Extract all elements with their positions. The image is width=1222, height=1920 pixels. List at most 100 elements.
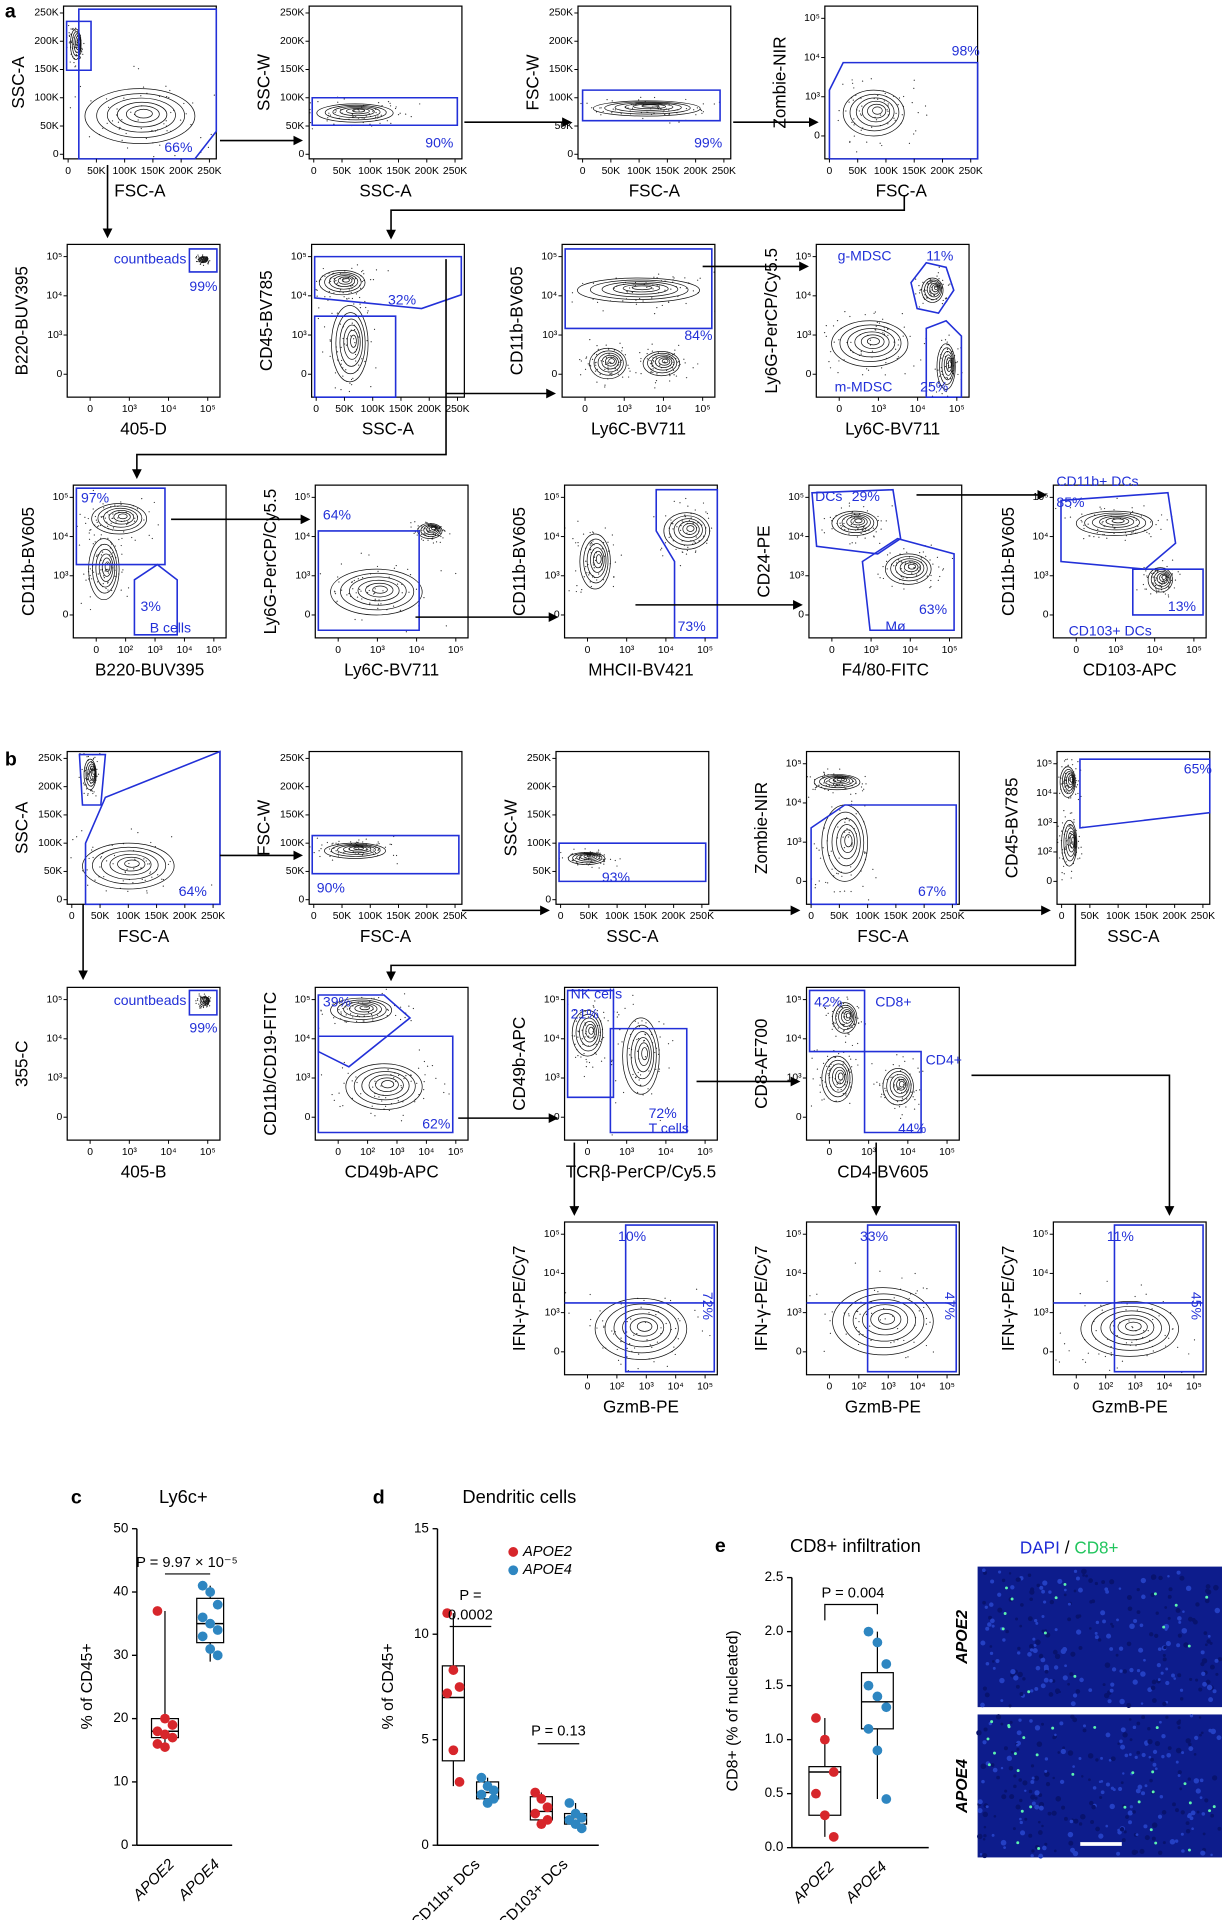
nucleus bbox=[1108, 1758, 1112, 1762]
event-dot bbox=[926, 297, 928, 299]
event-dot bbox=[1110, 1345, 1112, 1348]
contour bbox=[586, 543, 607, 578]
event-dot bbox=[685, 107, 688, 110]
plot-frame bbox=[66, 750, 221, 905]
event-dot bbox=[634, 1020, 636, 1022]
nucleus bbox=[1177, 1633, 1182, 1638]
event-dot bbox=[638, 99, 640, 101]
event-dot bbox=[352, 588, 354, 590]
x-tick-label: 50K bbox=[91, 911, 110, 922]
event-dot bbox=[1061, 830, 1063, 832]
x-tick-label: 250K bbox=[712, 166, 736, 177]
gate bbox=[566, 989, 615, 1099]
y-tick-label: 0 bbox=[551, 369, 557, 380]
nucleus bbox=[1111, 1667, 1117, 1672]
event-dot bbox=[573, 848, 575, 850]
event-dot bbox=[887, 110, 889, 112]
y-tick-label: 10² bbox=[1037, 847, 1053, 858]
nucleus bbox=[1075, 1576, 1080, 1581]
plot-content bbox=[1053, 497, 1181, 598]
event-dot bbox=[956, 361, 959, 363]
event-dot bbox=[132, 882, 134, 884]
plot-content bbox=[309, 835, 398, 865]
event-dot bbox=[864, 851, 866, 853]
event-dot bbox=[1068, 1350, 1070, 1352]
event-dot bbox=[875, 119, 878, 121]
event-dot bbox=[107, 572, 110, 574]
event-dot bbox=[1079, 857, 1081, 859]
event-dot bbox=[838, 784, 840, 786]
event-dot bbox=[351, 267, 353, 269]
event-dot bbox=[880, 520, 882, 522]
event-dot bbox=[831, 1028, 833, 1030]
event-dot bbox=[605, 357, 608, 359]
event-dot bbox=[92, 856, 94, 859]
event-dot bbox=[677, 1318, 679, 1320]
event-dot bbox=[574, 107, 575, 108]
event-dot bbox=[655, 1068, 657, 1070]
event-dot bbox=[615, 1102, 617, 1104]
event-dot bbox=[915, 1292, 917, 1294]
event-dot bbox=[899, 1070, 902, 1072]
event-dot bbox=[331, 859, 334, 861]
event-dot bbox=[638, 1079, 640, 1081]
event-dot bbox=[200, 137, 202, 139]
event-dot bbox=[1059, 792, 1061, 794]
event-dot bbox=[894, 1107, 896, 1110]
event-dot bbox=[629, 1054, 631, 1056]
event-dot bbox=[81, 47, 83, 49]
x-tick-label: 150K bbox=[386, 166, 410, 177]
event-dot bbox=[617, 1043, 619, 1045]
nucleus bbox=[1085, 1574, 1088, 1578]
nucleus bbox=[982, 1740, 987, 1745]
event-dot bbox=[879, 114, 882, 116]
event-dot bbox=[1113, 509, 1115, 511]
contour bbox=[847, 328, 896, 358]
contour bbox=[353, 1067, 416, 1105]
event-dot bbox=[852, 521, 854, 523]
event-dot bbox=[846, 996, 848, 998]
event-dot bbox=[87, 578, 90, 580]
x-tick-label: 0 bbox=[558, 911, 564, 922]
event-dot bbox=[700, 109, 703, 112]
event-dot bbox=[929, 291, 931, 293]
data-point bbox=[197, 1612, 208, 1623]
x-axis-label: FSC-A bbox=[118, 927, 170, 946]
nucleus bbox=[1034, 1686, 1039, 1691]
x-tick-label: 250K bbox=[443, 911, 467, 922]
nucleus bbox=[1204, 1798, 1209, 1803]
x-tick-label: 10⁴ bbox=[176, 645, 192, 656]
event-dot bbox=[202, 254, 204, 256]
x-tick-label: 200K bbox=[1163, 911, 1187, 922]
nucleus bbox=[1013, 1784, 1017, 1789]
nucleus bbox=[1158, 1575, 1163, 1581]
event-dot bbox=[901, 1114, 903, 1116]
event-dot bbox=[877, 94, 879, 97]
x-tick-label: 0 bbox=[827, 1382, 833, 1393]
nucleus bbox=[1107, 1699, 1112, 1704]
cd8-cell bbox=[1154, 1841, 1158, 1845]
event-dot bbox=[552, 284, 553, 285]
event-dot bbox=[87, 794, 89, 796]
event-dot bbox=[580, 1056, 582, 1058]
event-dot bbox=[694, 1309, 696, 1311]
event-dot bbox=[673, 277, 675, 279]
nucleus bbox=[1215, 1672, 1219, 1676]
event-dot bbox=[380, 114, 382, 116]
gate-label: 99% bbox=[189, 278, 217, 294]
contour bbox=[372, 585, 388, 594]
event-dot bbox=[693, 109, 695, 111]
y-tick-label: 10⁴ bbox=[1032, 531, 1048, 542]
event-dot bbox=[380, 1085, 382, 1087]
event-dot bbox=[83, 573, 85, 575]
gate bbox=[910, 261, 955, 315]
event-dot bbox=[202, 264, 205, 266]
y-tick-label: 0 bbox=[554, 610, 560, 621]
event-dot bbox=[843, 1023, 845, 1026]
event-dot bbox=[345, 1021, 347, 1023]
contour bbox=[939, 347, 955, 385]
contour bbox=[333, 275, 356, 287]
event-dot bbox=[591, 358, 594, 361]
event-dot bbox=[670, 519, 672, 521]
x-axis-label: FSC-A bbox=[857, 927, 909, 946]
